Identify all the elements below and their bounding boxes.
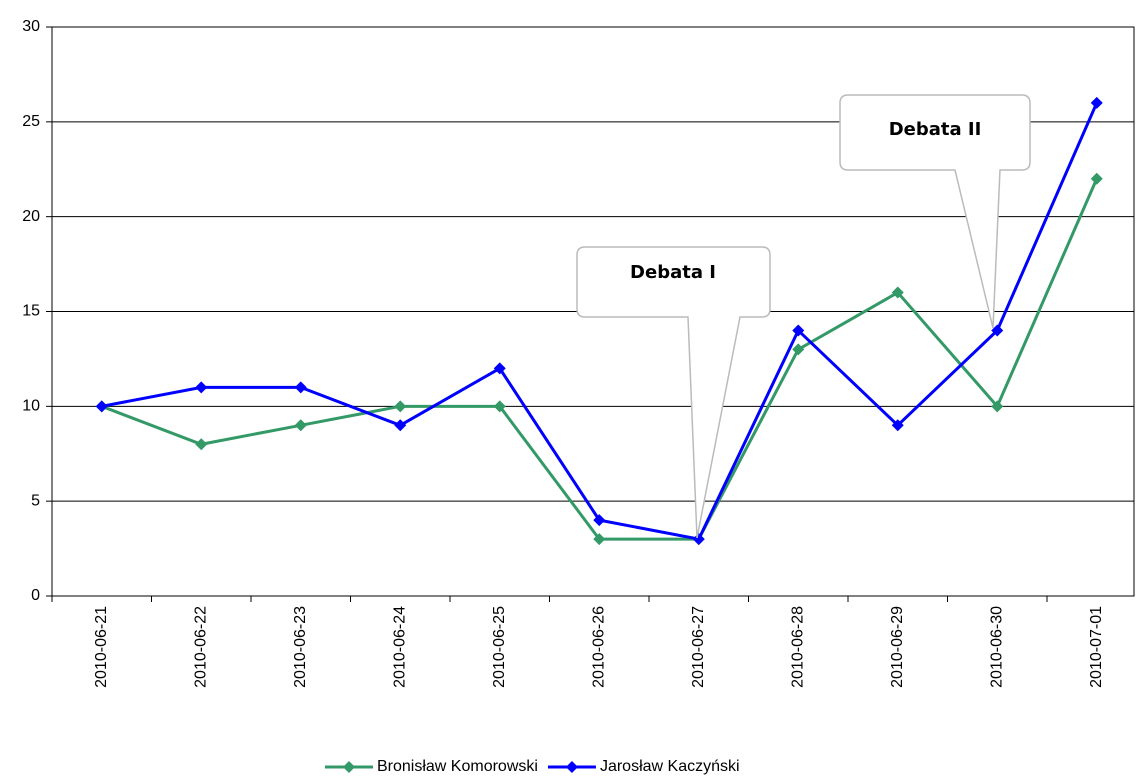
x-tick-label: 2010-06-28 bbox=[789, 606, 806, 688]
callout: Debata I bbox=[576, 246, 771, 539]
y-tick-label: 10 bbox=[22, 398, 40, 415]
x-tick-label: 2010-06-23 bbox=[292, 606, 309, 688]
data-point bbox=[394, 419, 407, 432]
y-tick-label: 5 bbox=[31, 492, 40, 509]
legend-marker bbox=[343, 761, 355, 773]
x-tick-label: 2010-06-26 bbox=[590, 606, 607, 688]
annotation: Debata I bbox=[630, 262, 716, 283]
y-tick-label: 30 bbox=[22, 18, 40, 35]
data-point bbox=[991, 324, 1004, 337]
x-tick-label: 2010-06-27 bbox=[690, 606, 707, 688]
legend-marker bbox=[565, 761, 578, 773]
data-point bbox=[493, 400, 506, 413]
data-point bbox=[792, 324, 805, 337]
y-tick-label: 20 bbox=[22, 208, 40, 225]
data-point bbox=[394, 400, 407, 413]
callout: Debata II bbox=[839, 94, 1031, 329]
data-point bbox=[991, 400, 1004, 413]
data-point bbox=[593, 514, 606, 527]
plot-frame bbox=[51, 26, 1135, 597]
data-point bbox=[891, 419, 904, 432]
data-point bbox=[493, 362, 506, 375]
data-point bbox=[1090, 172, 1103, 185]
y-tick-label: 0 bbox=[31, 587, 40, 604]
x-tick-label: 2010-06-21 bbox=[93, 606, 110, 688]
data-point bbox=[891, 286, 904, 299]
data-point bbox=[294, 381, 307, 394]
legend-label: Jarosław Kaczyński bbox=[600, 758, 740, 775]
data-point bbox=[792, 343, 805, 356]
x-tick-label: 2010-06-25 bbox=[491, 606, 508, 688]
series-line bbox=[101, 178, 1099, 541]
annotation: Debata II bbox=[889, 119, 982, 140]
data-point bbox=[593, 533, 606, 546]
x-tick-label: 2010-06-30 bbox=[988, 606, 1005, 688]
data-point bbox=[195, 438, 208, 451]
legend-label: Bronisław Komorowski bbox=[377, 758, 538, 775]
data-point bbox=[195, 381, 208, 394]
x-tick-label: 2010-06-24 bbox=[391, 606, 408, 688]
data-point bbox=[692, 533, 705, 546]
data-point bbox=[294, 419, 307, 432]
x-tick-label: 2010-06-29 bbox=[889, 606, 906, 688]
y-tick-label: 25 bbox=[22, 113, 40, 130]
x-tick-label: 2010-07-01 bbox=[1088, 606, 1105, 688]
data-point bbox=[1090, 96, 1103, 109]
data-point bbox=[95, 400, 108, 413]
y-tick-label: 15 bbox=[22, 303, 40, 320]
x-tick-label: 2010-06-22 bbox=[192, 606, 209, 688]
